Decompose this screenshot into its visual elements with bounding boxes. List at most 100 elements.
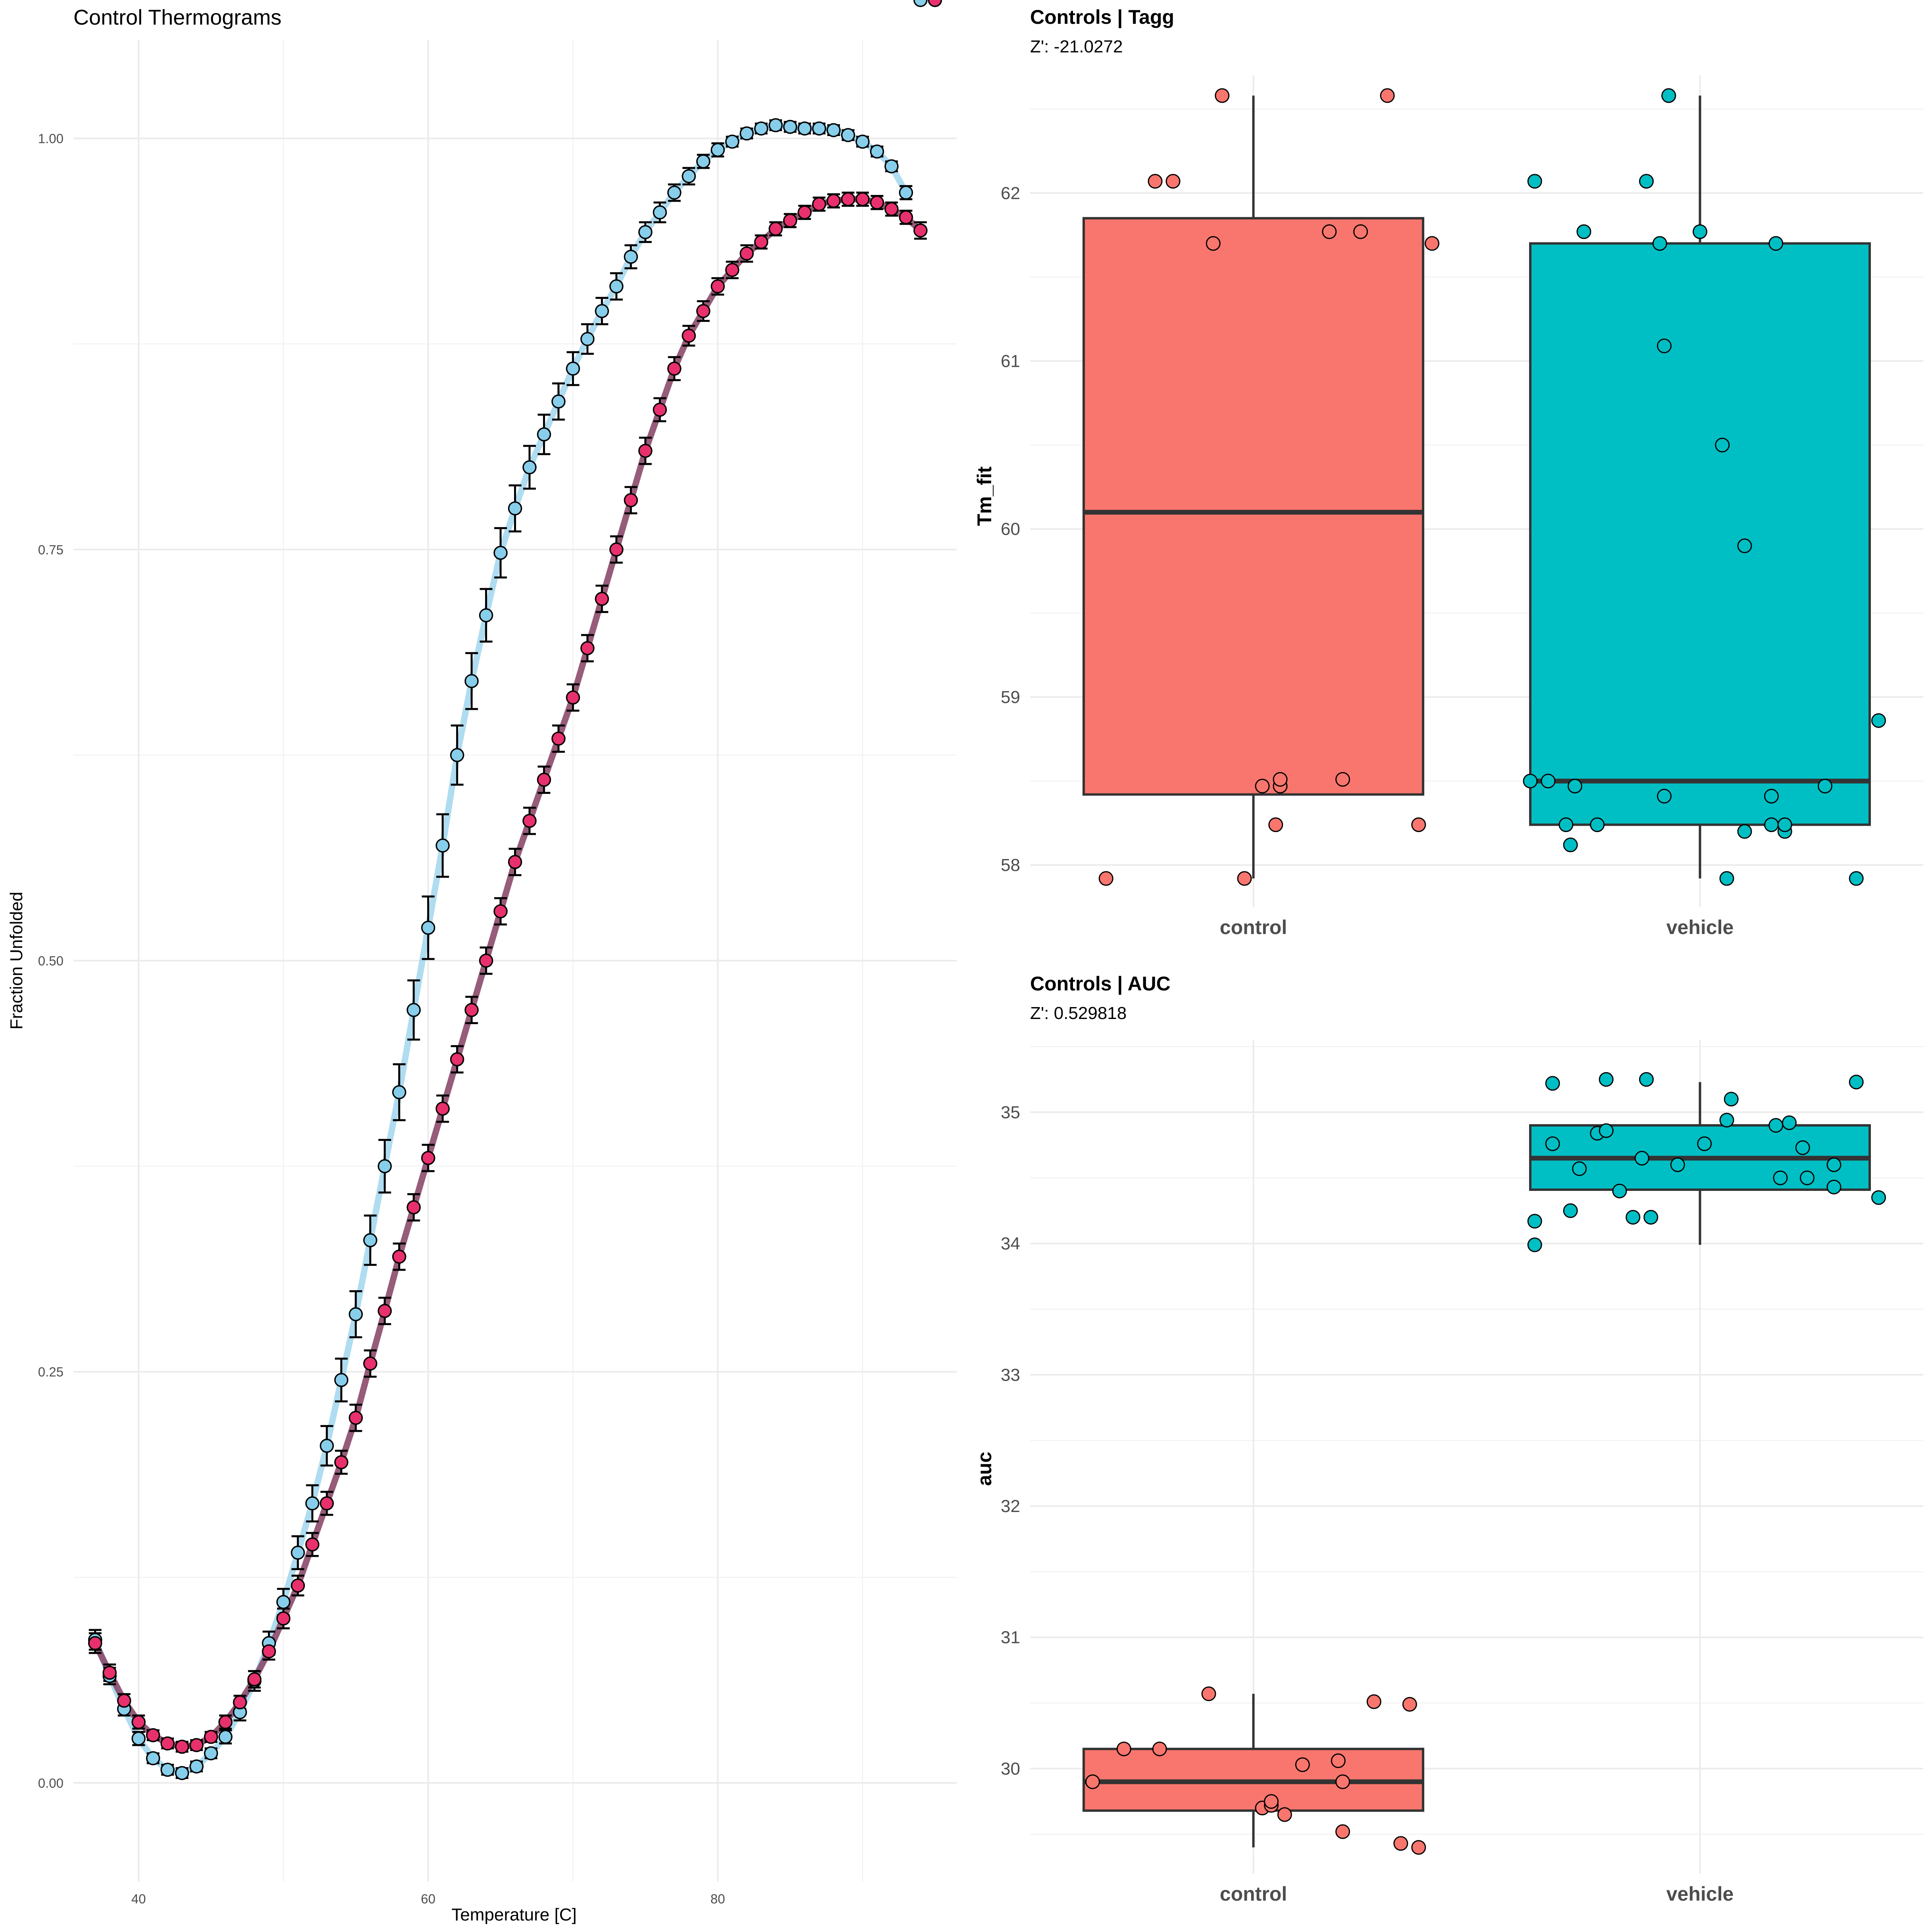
control-point (1353, 224, 1368, 239)
series_b-point (131, 1715, 146, 1729)
series_b-point (812, 197, 826, 212)
vehicle-point (1715, 437, 1730, 453)
series_a-point (378, 1159, 392, 1173)
series_a-point (392, 1085, 406, 1100)
vehicle-point (1697, 1136, 1712, 1151)
control-point (1411, 1840, 1426, 1855)
y-tick-label: 0.75 (38, 542, 64, 557)
tagg-category-labels: control vehicle (1220, 916, 1734, 938)
tagg-subtitle: Z': -21.0272 (1030, 37, 1123, 56)
vehicle-point (1800, 1170, 1815, 1185)
series_a-point (725, 135, 740, 149)
series_a-point (566, 361, 580, 376)
y-tick-label: 0.00 (38, 1776, 64, 1790)
series_b-point (725, 263, 740, 277)
vehicle-point (1693, 224, 1707, 239)
auc-title: Controls | AUC (1030, 973, 1171, 995)
vehicle-point (1527, 1214, 1542, 1229)
vehicle-point (1563, 1203, 1578, 1218)
thermogram-y-tick-labels: 0.00 0.25 0.50 0.75 1.00 (38, 131, 64, 1791)
vehicle-point (1871, 1190, 1886, 1205)
x-tick-label: 80 (711, 1892, 725, 1906)
series_a-point (349, 1307, 363, 1321)
series_b-point (870, 195, 884, 210)
series_b-point (797, 205, 812, 220)
vehicle-point (1643, 1210, 1658, 1225)
control-point (1335, 1824, 1350, 1839)
series_b-point (146, 1728, 160, 1743)
control-point (1116, 1741, 1131, 1757)
vehicle-point (1657, 789, 1672, 804)
control-point (1393, 1836, 1408, 1851)
vehicle-point (1764, 817, 1779, 832)
vehicle-point (1849, 1075, 1864, 1090)
series_a-point (421, 921, 435, 935)
vehicle-point (1670, 1157, 1685, 1172)
control-point (1335, 772, 1350, 787)
thermogram-x-axis-title: Temperature [C] (451, 1905, 576, 1924)
series_b-point (508, 855, 522, 869)
series_b-point (609, 542, 624, 557)
vehicle-point (1724, 1092, 1739, 1107)
thermogram-title: Control Thermograms (73, 6, 281, 29)
series_b-point (204, 1730, 218, 1744)
control-point (1322, 224, 1337, 239)
series_a-point (320, 1439, 334, 1453)
series_b-point (826, 194, 841, 208)
vehicle-point (1826, 1157, 1841, 1172)
series_a-point (508, 501, 522, 516)
series_a-point (464, 674, 479, 688)
vehicle-point (1768, 236, 1784, 251)
control-point (1425, 236, 1439, 251)
tagg-boxes (1083, 95, 1871, 879)
series_b-point (305, 1537, 320, 1552)
y-tick-label: 0.25 (38, 1365, 64, 1379)
series_b-point (117, 1693, 131, 1708)
control-point (1273, 772, 1288, 787)
series_b-point (276, 1611, 291, 1626)
series_b-point (493, 904, 508, 919)
y-tick-label: 35 (1001, 1103, 1020, 1122)
series_b-point (580, 641, 595, 655)
series_b-point (522, 814, 537, 828)
series_a-point (826, 123, 841, 137)
vehicle-point (1558, 817, 1574, 832)
series_b-point (247, 1672, 262, 1687)
series_a-point (218, 1730, 233, 1744)
series_b-point (421, 1151, 435, 1165)
series_a-point (276, 1595, 291, 1609)
series_b-point (378, 1304, 392, 1318)
vehicle-point (1639, 174, 1654, 189)
auc-points (1085, 1072, 1886, 1855)
series_a-point (189, 1759, 204, 1774)
thermogram-panel: 40 60 80 0.00 0.25 0.50 0.75 1.00 Control Ther… (7, 0, 957, 1924)
series_b-point (595, 591, 609, 606)
series_a-point (653, 205, 667, 220)
x-tick-label: 40 (131, 1892, 146, 1906)
series_b-point (363, 1356, 378, 1371)
series_a-point (899, 185, 913, 200)
series_b-point (464, 1003, 479, 1017)
vehicle-point (1777, 817, 1792, 832)
series_a-point (204, 1746, 218, 1761)
auc-category-labels: control vehicle (1220, 1883, 1734, 1905)
series_b-point (624, 493, 638, 507)
series_a-point (754, 121, 769, 136)
series_b-fit-line (92, 196, 924, 1750)
control-point (1255, 778, 1270, 794)
auc-subtitle: Z': 0.529818 (1030, 1004, 1127, 1023)
y-tick-label: 34 (1001, 1234, 1020, 1254)
vehicle-point (1661, 88, 1676, 103)
y-tick-label: 58 (1001, 855, 1020, 875)
series_a-point (797, 121, 812, 136)
series_a-point (435, 838, 450, 853)
series_a-point (624, 250, 638, 264)
control-point (1215, 88, 1230, 103)
series_a-point (160, 1762, 175, 1777)
series_b-point (349, 1410, 363, 1425)
series_b-point (320, 1496, 334, 1510)
auc-boxes (1083, 1082, 1871, 1847)
series_a-point (609, 279, 624, 294)
vehicle-point (1568, 778, 1582, 794)
